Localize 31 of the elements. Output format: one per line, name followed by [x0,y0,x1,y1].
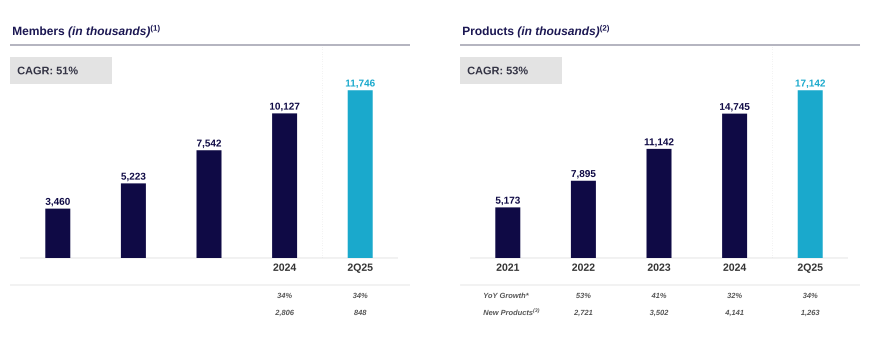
chart-title: Members (in thousands)$^{(1)}$ [12,24,160,38]
x-tick-label: 2Q25 [348,264,373,273]
bar [722,114,748,258]
bar [646,148,672,258]
data-label: 11,142 [644,138,674,147]
bar [798,90,823,258]
bar [348,90,373,258]
data-label: 7,895 [571,170,596,179]
bar [272,113,298,258]
data-label: 11,746 [346,80,375,88]
x-tick-label: 2022 [572,264,595,271]
chart-title: Products (in thousands)$^{(2)}$ [463,24,610,38]
x-tick-label: 2021 [496,264,520,271]
chart-subtitle: CAGR: 53% [468,66,528,74]
bar [120,183,146,258]
x-tick-label: 2024 [273,264,296,271]
data-label: 5,223 [121,172,146,182]
data-label: 3,460 [46,198,70,206]
chart-subtitle: CAGR: 51% [18,66,78,74]
bar [495,207,520,258]
bar [196,150,222,258]
data-label: 5,173 [496,196,520,206]
data-label: 17,142 [796,80,826,88]
data-label: 14,745 [720,103,750,112]
bar [45,208,70,258]
data-label: 10,127 [270,102,300,112]
data-label: 7,542 [196,140,222,148]
bar [570,180,596,258]
x-tick-label: 2023 [648,264,670,271]
x-tick-label: 2Q25 [798,264,823,273]
x-tick-label: 2024 [723,264,746,271]
